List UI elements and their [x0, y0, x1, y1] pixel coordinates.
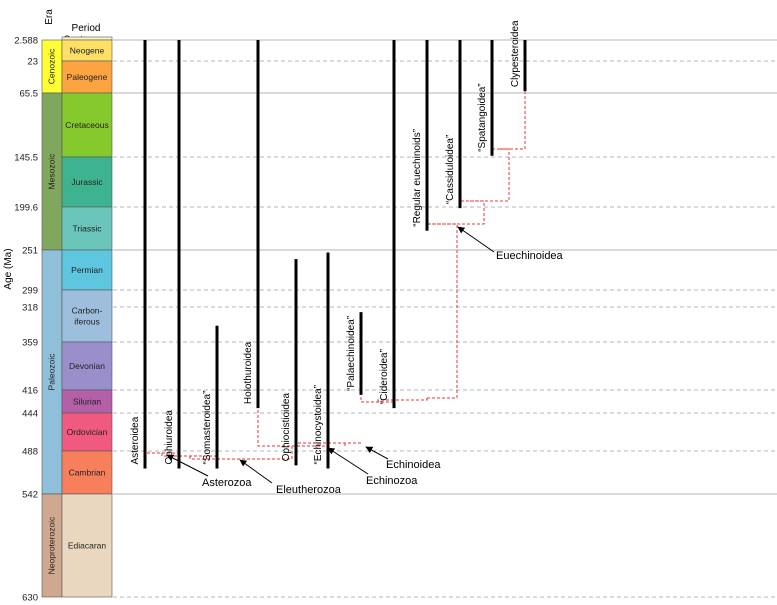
period-box	[61, 249, 113, 291]
clade-arrow	[365, 446, 389, 460]
clade-arrow	[327, 447, 369, 475]
taxon-range-bars	[143, 40, 527, 469]
clade-label: Euechinoidea	[496, 250, 564, 262]
taxon-label: Clypesteroidea	[510, 20, 521, 87]
taxon-label: Ophiocistioidea	[281, 393, 292, 462]
age-axis-label: Age (Ma)	[3, 248, 14, 289]
time-gridlines	[113, 39, 777, 598]
age-tick-label: 630	[22, 593, 38, 604]
clade-connector	[377, 398, 428, 402]
period-label: Ordovician	[67, 427, 108, 437]
age-tick-label: 199.6	[14, 203, 38, 214]
period-label: iferous	[74, 317, 100, 327]
taxon-label: Asteroidea	[130, 416, 141, 464]
period-box	[61, 156, 113, 208]
period-label: Permian	[71, 265, 103, 275]
clade-connector	[426, 221, 458, 399]
clade-labels: Asterozoa Eleutherozoa Echinozoa Echinoidea…	[166, 226, 564, 496]
period-label: Paleogene	[67, 72, 108, 82]
age-tick-labels: 2.588 23 65.5 145.5 199.6 251 299 318 359 416 444 4…	[14, 36, 38, 604]
clade-arrow	[166, 454, 209, 477]
period-box	[61, 341, 113, 391]
clade-connector	[189, 446, 293, 460]
age-tick-label: 23	[27, 57, 38, 68]
clade-arrow	[457, 226, 495, 253]
taxon-label: “Cassiduloidea”	[445, 135, 456, 204]
taxon-labels: Asteroidea Ophiuroidea “Somasteroidea” Holo…	[130, 20, 521, 465]
era-header: Era	[44, 9, 55, 25]
period-box	[61, 92, 113, 158]
age-tick-label: 65.5	[20, 89, 39, 100]
period-label: Silurian	[73, 397, 102, 407]
era-label: Neoproterozoic	[46, 516, 56, 574]
clade-label: Echinozoa	[366, 475, 418, 487]
age-tick-label: 444	[22, 409, 38, 420]
clade-label: Eleutherozoa	[276, 484, 342, 496]
period-label: Cambrian	[69, 468, 106, 478]
period-header: Period	[72, 23, 101, 34]
period-label: Devonian	[69, 361, 105, 371]
period-label: Ediacaran	[68, 541, 107, 551]
period-label: Carbon-	[72, 306, 103, 316]
period-box	[61, 450, 113, 495]
period-box	[61, 289, 113, 343]
taxon-label: “Echinocystoidea”	[313, 385, 324, 464]
age-tick-label: 542	[22, 490, 38, 501]
period-label: Triassic	[73, 224, 103, 234]
age-tick-label: 359	[22, 338, 38, 349]
taxon-label: “Palaechinoidea”	[346, 316, 357, 391]
taxon-label: Holothuroidea	[243, 341, 254, 404]
clade-arrow	[239, 459, 273, 484]
period-label: Jurassic	[71, 177, 103, 187]
taxon-label: “Spatangoidea”	[477, 83, 488, 151]
period-box	[61, 412, 113, 452]
age-tick-label: 488	[22, 447, 38, 458]
age-tick-label: 2.588	[14, 36, 38, 47]
age-tick-label: 145.5	[14, 153, 38, 164]
period-box	[61, 60, 113, 94]
period-box	[61, 206, 113, 251]
geologic-timescale: Era Period Quaternary Age (Ma) CenozoicM…	[3, 9, 113, 598]
age-tick-label: 251	[22, 246, 38, 257]
era-label: Paleozoic	[46, 353, 56, 391]
clade-connector	[500, 86, 526, 150]
taxon-label: “Somasteroidea”	[202, 391, 213, 465]
taxon-label: “Cideroidea”	[379, 349, 390, 404]
period-label: Cretaceous	[65, 120, 108, 130]
taxon-label: “Regular euechinoids”	[412, 129, 423, 227]
period-label: Neogene	[70, 46, 105, 56]
clade-label: Asterozoa	[202, 477, 252, 489]
period-box	[61, 493, 113, 598]
taxon-label: Ophiuroidea	[164, 410, 175, 465]
era-label: Mesozoic	[46, 153, 56, 190]
clade-connector	[470, 146, 510, 202]
quaternary-box	[61, 36, 113, 41]
age-tick-label: 299	[22, 286, 38, 297]
era-label: Cenozoic	[46, 48, 56, 84]
age-tick-label: 318	[22, 303, 38, 314]
clade-label: Echinoidea	[386, 459, 441, 471]
age-tick-label: 416	[22, 386, 38, 397]
